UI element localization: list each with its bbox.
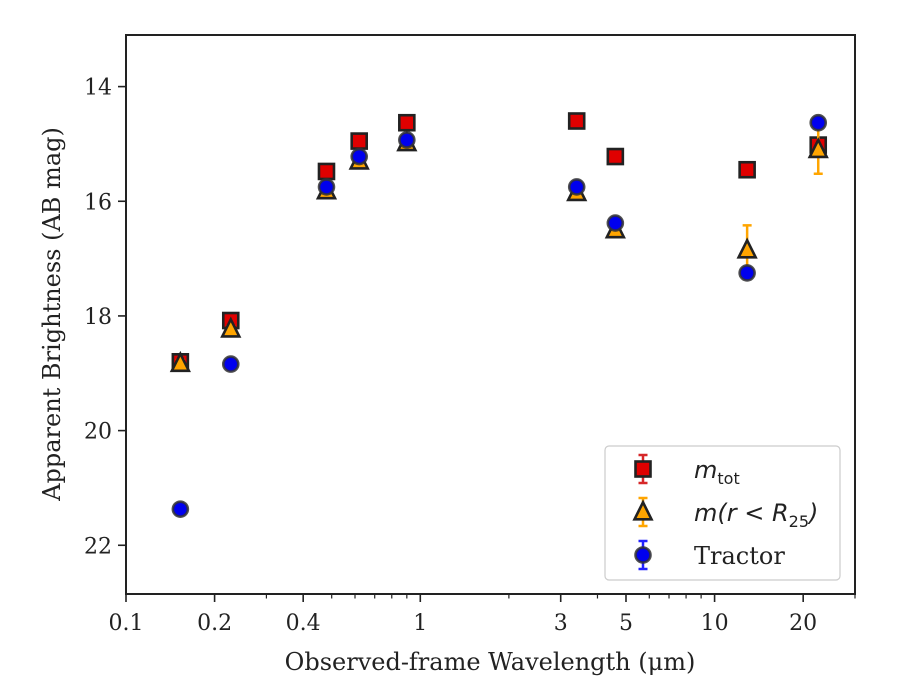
y-tick-label: 18 [84,305,112,330]
series-2 [171,113,828,518]
legend-square-marker [634,460,652,478]
x-tick-label: 5 [619,611,633,636]
x-tick-label: 10 [701,611,729,636]
legend-box [604,445,841,581]
x-tick-label: 0.1 [109,611,144,636]
legend-label: m(r < R25) [694,499,818,531]
circle-point [171,500,190,518]
x-tick-label: 20 [789,611,817,636]
square-point [350,132,368,150]
square-point [398,113,416,132]
square-point [317,162,336,181]
triangle-point [220,316,242,338]
square-point [606,147,625,166]
y-axis-label: Apparent Brightness (AB mag) [38,127,66,502]
y-tick-label: 20 [84,420,112,445]
circle-point [221,355,240,373]
square-point [738,160,756,179]
legend-circle-marker [634,546,652,564]
square-point [567,112,586,130]
x-axis-ticks: 0.1 0.2 0.4 1 3 5 10 20 [109,594,856,636]
x-tick-label: 3 [554,611,568,636]
y-axis-ticks: 14 16 18 20 22 [84,76,126,559]
circle-point [317,178,336,196]
triangle-point [807,137,829,159]
triangle-point [736,237,758,259]
data-points [169,112,829,518]
x-tick-label: 0.2 [197,611,232,636]
circle-point [809,113,828,132]
y-tick-label: 16 [84,190,112,215]
circle-point [398,131,416,149]
legend-label: mtot [694,456,740,488]
triangle-point [169,350,191,373]
circle-point [738,264,756,282]
legend: mtot m(r < R25) Tractor [604,445,841,581]
y-tick-label: 14 [84,76,112,101]
x-axis-label: Observed-frame Wavelength (μm) [285,648,696,676]
circle-point [567,178,586,196]
y-tick-label: 22 [84,534,112,559]
circle-point [606,214,625,232]
legend-label: Tractor [694,542,785,570]
plot-frame [125,34,856,595]
legend-triangle-marker [632,499,654,521]
circle-point [350,147,368,166]
x-tick-label: 1 [413,611,427,636]
x-tick-label: 0.4 [286,611,321,636]
